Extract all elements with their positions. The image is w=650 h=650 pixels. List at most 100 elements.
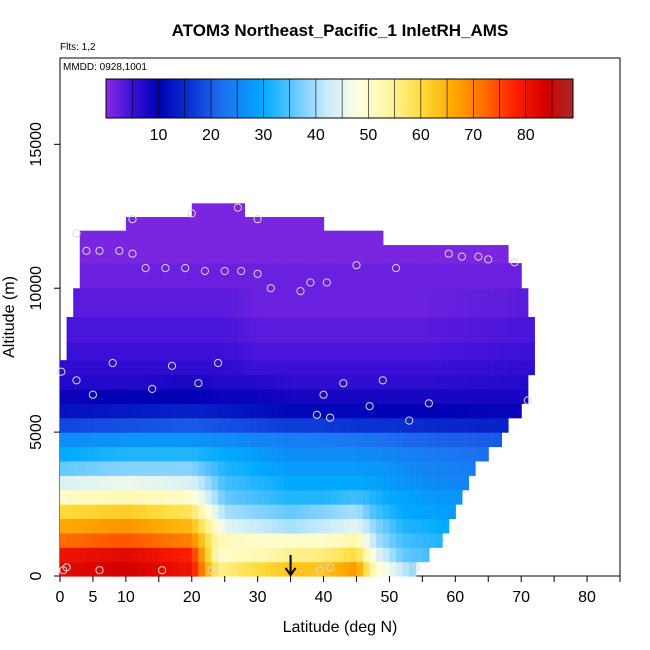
heatmap-cell <box>231 547 239 563</box>
heatmap-cell <box>475 360 483 376</box>
heatmap-cell <box>119 460 127 476</box>
heatmap-cell <box>158 230 167 246</box>
heatmap-cell <box>139 317 147 343</box>
heatmap-cell <box>290 245 298 264</box>
heatmap-cell <box>106 417 114 433</box>
heatmap-cell <box>448 317 456 343</box>
heatmap-cell <box>363 475 371 491</box>
heatmap-cell <box>336 432 344 448</box>
sample-point <box>326 563 335 572</box>
heatmap-cell <box>198 217 206 232</box>
heatmap-cell <box>336 489 344 505</box>
heatmap-cell <box>264 504 272 520</box>
heatmap-cell <box>455 288 463 318</box>
heatmap-cell <box>481 360 489 376</box>
heatmap-cell <box>73 547 81 563</box>
heatmap-cell <box>211 504 219 520</box>
heatmap-cell <box>264 518 272 534</box>
heatmap-cell <box>185 446 193 462</box>
heatmap-cell <box>290 317 298 343</box>
heatmap-cell <box>442 475 450 491</box>
colorbar-swatch <box>565 79 569 118</box>
heatmap-cell <box>218 203 226 218</box>
heatmap-cell <box>297 374 305 390</box>
heatmap-cell <box>270 561 279 577</box>
sample-point <box>220 266 229 276</box>
heatmap-cell <box>79 561 87 577</box>
colorbar-swatch <box>499 79 503 118</box>
heatmap-cell <box>363 360 371 376</box>
heatmap-cell <box>251 504 259 520</box>
heatmap-cell <box>224 446 232 462</box>
heatmap-cell <box>270 489 279 505</box>
colorbar-tick-label: 30 <box>255 127 273 144</box>
heatmap-cell <box>448 403 456 419</box>
heatmap-cell <box>251 217 259 232</box>
x-tick-label: 30 <box>249 589 267 606</box>
heatmap-cell <box>224 547 232 563</box>
heatmap-cell <box>198 432 206 448</box>
heatmap-cell <box>389 489 397 505</box>
heatmap-cell <box>158 532 167 548</box>
colorbar-swatch <box>531 79 535 118</box>
heatmap-cell <box>185 460 193 476</box>
heatmap-cell <box>284 263 292 289</box>
heatmap-cell <box>455 317 463 343</box>
heatmap-cell <box>468 288 476 318</box>
heatmap-cell <box>284 446 292 462</box>
colorbar-swatch <box>289 79 293 118</box>
colorbar-swatch <box>224 79 228 118</box>
heatmap-cell <box>172 460 180 476</box>
heatmap-cell <box>191 230 199 246</box>
sample-point <box>296 287 305 296</box>
heatmap-cell <box>79 432 87 448</box>
sample-point <box>365 402 374 411</box>
colorbar-swatch <box>541 79 545 118</box>
heatmap-cell <box>237 388 246 404</box>
heatmap-cell <box>343 245 351 264</box>
heatmap-cell <box>356 446 364 462</box>
heatmap-cell <box>218 417 226 433</box>
heatmap-cell <box>396 475 404 491</box>
heatmap-cell <box>79 417 87 433</box>
heatmap-cell <box>198 203 206 218</box>
heatmap-cell <box>316 446 325 462</box>
heatmap-cell <box>125 360 134 376</box>
heatmap-cell <box>66 374 74 390</box>
heatmap-cell <box>237 263 246 289</box>
heatmap-cell <box>415 504 423 520</box>
heatmap-cell <box>494 374 503 390</box>
heatmap-cell <box>165 561 173 577</box>
colorbar-swatch <box>294 79 299 118</box>
heatmap-cell <box>86 518 94 534</box>
colorbar-swatch <box>373 79 377 118</box>
heatmap-cell <box>389 263 397 289</box>
heatmap-cell <box>244 460 252 476</box>
heatmap-cell <box>251 342 259 361</box>
heatmap-cell <box>145 288 153 318</box>
heatmap-cell <box>172 374 180 390</box>
heatmap-cell <box>244 342 252 361</box>
heatmap-cell <box>303 388 311 404</box>
colorbar-swatch <box>176 79 180 118</box>
heatmap-cell <box>158 475 167 491</box>
colorbar-swatch <box>229 79 233 118</box>
heatmap-cell <box>86 489 94 505</box>
colorbar-swatch <box>426 79 430 118</box>
heatmap-cell <box>106 489 114 505</box>
heatmap-cell <box>382 403 391 419</box>
heatmap-cell <box>376 388 384 404</box>
heatmap-cell <box>178 388 186 404</box>
heatmap-cell <box>415 245 423 264</box>
heatmap-cell <box>112 417 120 433</box>
colorbar-swatch <box>391 79 396 118</box>
heatmap-cell <box>303 342 311 361</box>
colorbar-swatch <box>187 79 191 118</box>
heatmap-cell <box>132 374 140 390</box>
heatmap-cell <box>323 518 331 534</box>
heatmap-cell <box>363 417 371 433</box>
heatmap-cell <box>86 475 94 491</box>
heatmap-cell <box>376 547 384 563</box>
heatmap-cell <box>132 460 140 476</box>
heatmap-cell <box>211 475 219 491</box>
